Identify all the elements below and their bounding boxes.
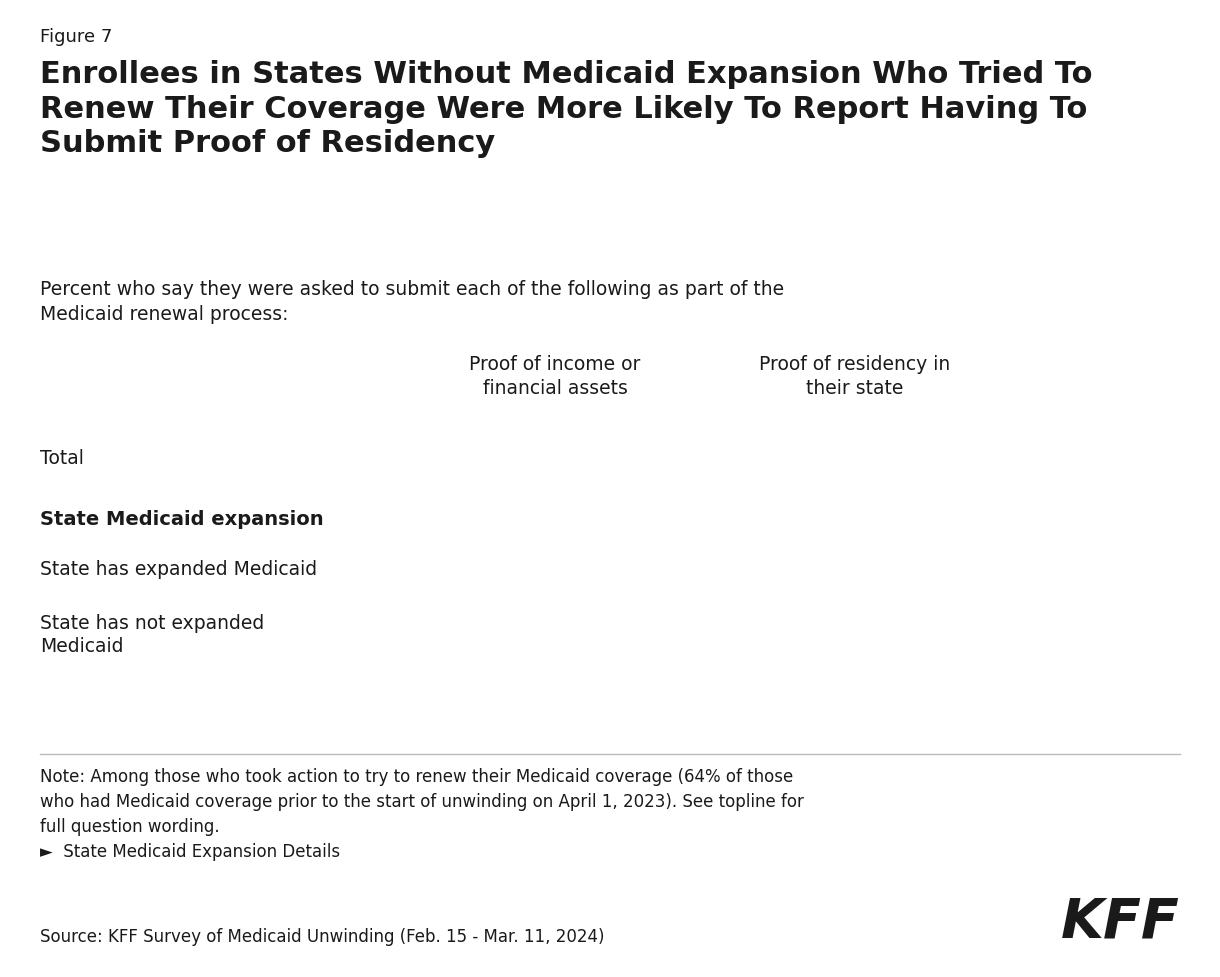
Text: Figure 7: Figure 7 [40, 28, 112, 46]
Text: Enrollees in States Without Medicaid Expansion Who Tried To
Renew Their Coverage: Enrollees in States Without Medicaid Exp… [40, 60, 1092, 158]
Text: Note: Among those who took action to try to renew their Medicaid coverage (64% o: Note: Among those who took action to try… [40, 767, 804, 860]
Text: Proof of residency in
their state: Proof of residency in their state [759, 355, 950, 397]
Text: Proof of income or
financial assets: Proof of income or financial assets [470, 355, 640, 397]
Text: 85%: 85% [442, 625, 490, 644]
Text: State Medicaid expansion: State Medicaid expansion [40, 510, 323, 529]
Text: Source: KFF Survey of Medicaid Unwinding (Feb. 15 - Mar. 11, 2024): Source: KFF Survey of Medicaid Unwinding… [40, 927, 604, 945]
Text: 73%: 73% [762, 625, 810, 644]
Text: State has not expanded
Medicaid: State has not expanded Medicaid [40, 614, 265, 656]
Text: State has expanded Medicaid: State has expanded Medicaid [40, 560, 317, 579]
Text: 77%: 77% [442, 448, 490, 467]
Text: 51%: 51% [762, 560, 810, 579]
Text: 76%: 76% [442, 560, 490, 579]
Text: KFF: KFF [1061, 895, 1180, 949]
Text: Percent who say they were asked to submit each of the following as part of the
M: Percent who say they were asked to submi… [40, 279, 784, 323]
Text: 54%: 54% [762, 448, 810, 467]
Text: Total: Total [40, 448, 84, 467]
